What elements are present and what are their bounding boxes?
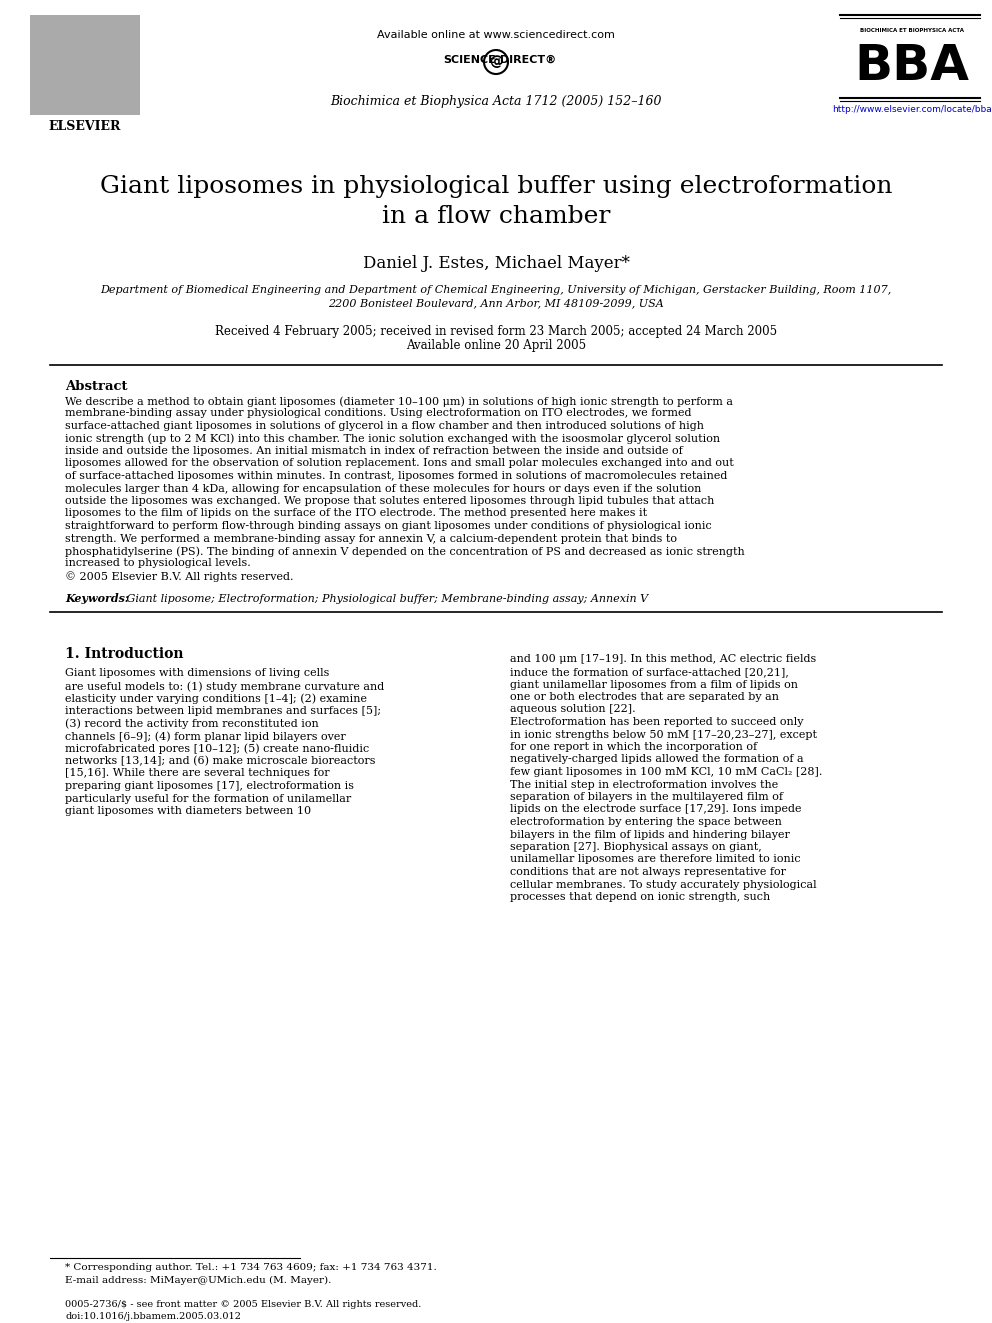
Text: Received 4 February 2005; received in revised form 23 March 2005; accepted 24 Ma: Received 4 February 2005; received in re… — [215, 325, 777, 337]
Text: Giant liposomes with dimensions of living cells: Giant liposomes with dimensions of livin… — [65, 668, 329, 679]
Text: giant unilamellar liposomes from a film of lipids on: giant unilamellar liposomes from a film … — [510, 680, 798, 689]
Text: Abstract: Abstract — [65, 380, 128, 393]
Text: giant liposomes with diameters between 10: giant liposomes with diameters between 1… — [65, 806, 311, 816]
Text: increased to physiological levels.: increased to physiological levels. — [65, 558, 251, 569]
Text: * Corresponding author. Tel.: +1 734 763 4609; fax: +1 734 763 4371.: * Corresponding author. Tel.: +1 734 763… — [65, 1263, 436, 1271]
Text: surface-attached giant liposomes in solutions of glycerol in a flow chamber and : surface-attached giant liposomes in solu… — [65, 421, 704, 431]
Text: ionic strength (up to 2 M KCl) into this chamber. The ionic solution exchanged w: ionic strength (up to 2 M KCl) into this… — [65, 434, 720, 445]
Text: inside and outside the liposomes. An initial mismatch in index of refraction bet: inside and outside the liposomes. An ini… — [65, 446, 682, 456]
Text: aqueous solution [22].: aqueous solution [22]. — [510, 705, 636, 714]
Text: negatively-charged lipids allowed the formation of a: negatively-charged lipids allowed the fo… — [510, 754, 804, 765]
Text: cellular membranes. To study accurately physiological: cellular membranes. To study accurately … — [510, 880, 816, 889]
Text: processes that depend on ionic strength, such: processes that depend on ionic strength,… — [510, 892, 770, 902]
Text: © 2005 Elsevier B.V. All rights reserved.: © 2005 Elsevier B.V. All rights reserved… — [65, 572, 294, 582]
Text: networks [13,14]; and (6) make microscale bioreactors: networks [13,14]; and (6) make microscal… — [65, 755, 376, 766]
Text: in ionic strengths below 50 mM [17–20,23–27], except: in ionic strengths below 50 mM [17–20,23… — [510, 729, 817, 740]
Text: unilamellar liposomes are therefore limited to ionic: unilamellar liposomes are therefore limi… — [510, 855, 801, 864]
Text: elasticity under varying conditions [1–4]; (2) examine: elasticity under varying conditions [1–4… — [65, 693, 367, 704]
Text: separation of bilayers in the multilayered film of: separation of bilayers in the multilayer… — [510, 792, 783, 802]
Text: outside the liposomes was exchanged. We propose that solutes entered liposomes t: outside the liposomes was exchanged. We … — [65, 496, 714, 505]
Text: liposomes to the film of lipids on the surface of the ITO electrode. The method : liposomes to the film of lipids on the s… — [65, 508, 647, 519]
Text: one or both electrodes that are separated by an: one or both electrodes that are separate… — [510, 692, 779, 703]
Text: and 100 μm [17–19]. In this method, AC electric fields: and 100 μm [17–19]. In this method, AC e… — [510, 655, 816, 664]
Text: We describe a method to obtain giant liposomes (diameter 10–100 μm) in solutions: We describe a method to obtain giant lip… — [65, 396, 733, 406]
Text: http://www.elsevier.com/locate/bba: http://www.elsevier.com/locate/bba — [832, 105, 992, 114]
Text: E-mail address: MiMayer@UMich.edu (M. Mayer).: E-mail address: MiMayer@UMich.edu (M. Ma… — [65, 1275, 331, 1285]
Text: conditions that are not always representative for: conditions that are not always represent… — [510, 867, 786, 877]
Text: The initial step in electroformation involves the: The initial step in electroformation inv… — [510, 779, 779, 790]
Text: electroformation by entering the space between: electroformation by entering the space b… — [510, 818, 782, 827]
Text: 0005-2736/$ - see front matter © 2005 Elsevier B.V. All rights reserved.: 0005-2736/$ - see front matter © 2005 El… — [65, 1301, 422, 1308]
Text: BIOCHIMICA ET BIOPHYSICA ACTA: BIOCHIMICA ET BIOPHYSICA ACTA — [860, 28, 964, 33]
Text: Available online 20 April 2005: Available online 20 April 2005 — [406, 339, 586, 352]
Text: DIRECT®: DIRECT® — [496, 56, 557, 65]
Text: Keywords:: Keywords: — [65, 594, 129, 605]
Text: molecules larger than 4 kDa, allowing for encapsulation of these molecules for h: molecules larger than 4 kDa, allowing fo… — [65, 483, 701, 493]
Text: bilayers in the film of lipids and hindering bilayer: bilayers in the film of lipids and hinde… — [510, 830, 790, 840]
Text: SCIENCE: SCIENCE — [443, 56, 496, 65]
Text: are useful models to: (1) study membrane curvature and: are useful models to: (1) study membrane… — [65, 681, 384, 692]
Text: microfabricated pores [10–12]; (5) create nano-fluidic: microfabricated pores [10–12]; (5) creat… — [65, 744, 369, 754]
Text: ELSEVIER: ELSEVIER — [49, 120, 121, 134]
Text: doi:10.1016/j.bbamem.2005.03.012: doi:10.1016/j.bbamem.2005.03.012 — [65, 1312, 241, 1320]
Text: phosphatidylserine (PS). The binding of annexin V depended on the concentration : phosphatidylserine (PS). The binding of … — [65, 546, 745, 557]
Text: @: @ — [489, 56, 503, 69]
Text: particularly useful for the formation of unilamellar: particularly useful for the formation of… — [65, 794, 351, 803]
Text: Daniel J. Estes, Michael Mayer*: Daniel J. Estes, Michael Mayer* — [362, 255, 630, 273]
Text: separation [27]. Biophysical assays on giant,: separation [27]. Biophysical assays on g… — [510, 841, 762, 852]
Text: 2200 Bonisteel Boulevard, Ann Arbor, MI 48109-2099, USA: 2200 Bonisteel Boulevard, Ann Arbor, MI … — [328, 298, 664, 308]
Text: liposomes allowed for the observation of solution replacement. Ions and small po: liposomes allowed for the observation of… — [65, 459, 734, 468]
Text: few giant liposomes in 100 mM KCl, 10 mM CaCl₂ [28].: few giant liposomes in 100 mM KCl, 10 mM… — [510, 767, 822, 777]
Text: preparing giant liposomes [17], electroformation is: preparing giant liposomes [17], electrof… — [65, 781, 354, 791]
Text: in a flow chamber: in a flow chamber — [382, 205, 610, 228]
Text: for one report in which the incorporation of: for one report in which the incorporatio… — [510, 742, 757, 751]
Text: Biochimica et Biophysica Acta 1712 (2005) 152–160: Biochimica et Biophysica Acta 1712 (2005… — [330, 95, 662, 108]
Text: strength. We performed a membrane-binding assay for annexin V, a calcium-depende: strength. We performed a membrane-bindin… — [65, 533, 677, 544]
Text: Giant liposomes in physiological buffer using electroformation: Giant liposomes in physiological buffer … — [100, 175, 892, 198]
Text: of surface-attached liposomes within minutes. In contrast, liposomes formed in s: of surface-attached liposomes within min… — [65, 471, 727, 482]
Text: 1. Introduction: 1. Introduction — [65, 647, 184, 660]
Text: Available online at www.sciencedirect.com: Available online at www.sciencedirect.co… — [377, 30, 615, 40]
Text: [15,16]. While there are several techniques for: [15,16]. While there are several techniq… — [65, 769, 329, 778]
Text: lipids on the electrode surface [17,29]. Ions impede: lipids on the electrode surface [17,29].… — [510, 804, 802, 815]
Text: Department of Biomedical Engineering and Department of Chemical Engineering, Uni: Department of Biomedical Engineering and… — [100, 284, 892, 295]
Text: (3) record the activity from reconstituted ion: (3) record the activity from reconstitut… — [65, 718, 318, 729]
Text: interactions between lipid membranes and surfaces [5];: interactions between lipid membranes and… — [65, 706, 381, 716]
Text: Electroformation has been reported to succeed only: Electroformation has been reported to su… — [510, 717, 804, 728]
Text: induce the formation of surface-attached [20,21],: induce the formation of surface-attached… — [510, 667, 789, 677]
Text: membrane-binding assay under physiological conditions. Using electroformation on: membrane-binding assay under physiologic… — [65, 409, 691, 418]
Text: BBA: BBA — [854, 42, 969, 90]
Text: straightforward to perform flow-through binding assays on giant liposomes under : straightforward to perform flow-through … — [65, 521, 711, 531]
Text: channels [6–9]; (4) form planar lipid bilayers over: channels [6–9]; (4) form planar lipid bi… — [65, 732, 346, 742]
Bar — [30, 15, 140, 115]
Text: Giant liposome; Electroformation; Physiological buffer; Membrane-binding assay; : Giant liposome; Electroformation; Physio… — [123, 594, 648, 603]
